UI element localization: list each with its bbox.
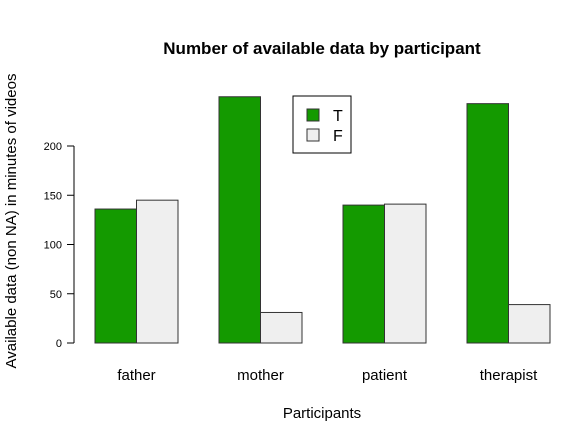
- bar-patient-F: [384, 203, 427, 344]
- y-tick-label: 50: [50, 289, 62, 301]
- legend-label-T: T: [333, 108, 343, 125]
- legend-label-F: F: [333, 128, 343, 145]
- y-tick-label: 0: [56, 338, 62, 350]
- category-labels: father mother patient therapist: [117, 367, 538, 384]
- x-tick-label-patient: patient: [362, 367, 408, 384]
- legend-swatch-F: [306, 128, 320, 142]
- y-axis-label: Available data (non NA) in minutes of vi…: [3, 74, 20, 369]
- bar-mother-F: [260, 311, 303, 344]
- x-tick-label-therapist: therapist: [480, 367, 538, 384]
- x-axis-label: Participants: [283, 405, 361, 422]
- chart-title: Number of available data by participant: [163, 39, 481, 58]
- bar-father-F: [136, 199, 179, 344]
- legend-box: [292, 95, 352, 154]
- bar-mother-T: [218, 96, 261, 344]
- x-tick-label-mother: mother: [237, 367, 284, 384]
- bar-therapist-T: [466, 103, 509, 344]
- y-tick-label: 150: [44, 190, 62, 202]
- y-tick-label: 100: [44, 240, 62, 252]
- legend-swatch-T: [306, 108, 320, 122]
- bar-father-T: [94, 208, 137, 344]
- bar-therapist-F: [508, 304, 551, 344]
- x-tick-label-father: father: [117, 367, 155, 384]
- bar-patient-T: [342, 204, 385, 344]
- y-tick-label: 200: [44, 141, 62, 153]
- legend: TF: [292, 95, 352, 154]
- bars-group: [94, 96, 551, 344]
- y-axis: 0 50 100 150 200: [44, 141, 75, 350]
